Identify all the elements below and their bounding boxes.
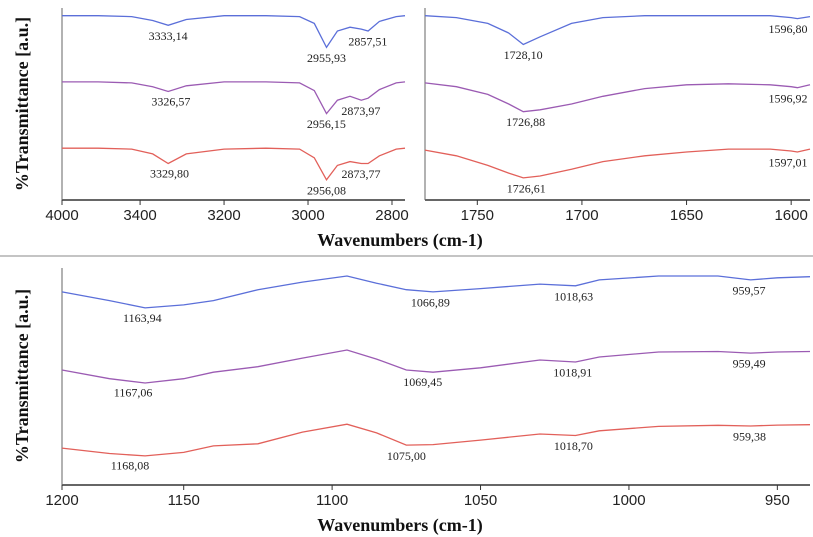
x-tick-label: 3400 <box>123 207 156 224</box>
peak-label: 2873,97 <box>341 104 380 118</box>
x-tick-label: 1000 <box>612 492 645 509</box>
peak-label: 1596,80 <box>769 22 808 36</box>
peak-label: 3333,14 <box>149 29 188 43</box>
peak-label: 2857,51 <box>348 35 387 49</box>
peak-label: 1167,06 <box>114 385 153 399</box>
x-tick-label: 1100 <box>316 492 348 509</box>
spectrum-line <box>62 15 406 49</box>
peak-label: 1163,94 <box>123 311 162 325</box>
spectrum-line <box>61 423 811 457</box>
x-tick-label: 2800 <box>375 207 408 224</box>
peak-label: 1018,63 <box>554 289 593 303</box>
x-tick-label: 1650 <box>670 207 703 224</box>
x-tick-label: 1750 <box>461 207 494 224</box>
peak-label: 2873,77 <box>342 167 381 181</box>
x-tick-label: 3200 <box>207 207 240 224</box>
peak-label: 1018,70 <box>554 439 593 453</box>
peak-label: 959,49 <box>733 357 766 371</box>
x-axis-label: Wavenumbers (cm-1) <box>317 515 482 536</box>
spectrum-line <box>62 147 406 181</box>
peak-label: 2956,08 <box>307 184 346 198</box>
x-tick-label: 4000 <box>45 207 78 224</box>
peak-label: 2955,93 <box>307 51 346 65</box>
x-tick-label: 1700 <box>565 207 598 224</box>
spectrum-line <box>61 349 811 384</box>
peak-label: 1018,91 <box>553 366 592 380</box>
y-axis-label: %Transmittance [a.u.] <box>12 289 32 463</box>
peak-label: 1726,88 <box>506 115 545 129</box>
peak-label: 3329,80 <box>150 167 189 181</box>
peak-label: 1597,01 <box>769 156 808 170</box>
peak-label: 1069,45 <box>403 375 442 389</box>
y-axis-label: %Transmittance [a.u.] <box>12 17 32 191</box>
x-tick-label: 3000 <box>291 207 324 224</box>
peak-label: 959,57 <box>732 283 765 297</box>
x-tick-label: 1200 <box>45 492 78 509</box>
spectrum-line <box>424 148 811 179</box>
spectrum-line <box>424 82 811 113</box>
peak-label: 3326,57 <box>151 94 190 108</box>
x-tick-label: 1600 <box>774 207 807 224</box>
peak-label: 1728,10 <box>504 48 543 62</box>
peak-label: 1066,89 <box>411 295 450 309</box>
spectrum-line <box>61 275 811 309</box>
x-tick-label: 1150 <box>168 492 200 509</box>
peak-label: 1075,00 <box>387 449 426 463</box>
spectrum-line <box>424 15 811 46</box>
peak-label: 2956,15 <box>307 117 346 131</box>
x-tick-label: 1050 <box>464 492 497 509</box>
peak-label: 959,38 <box>733 430 766 444</box>
peak-label: 1726,61 <box>507 181 546 195</box>
x-axis-label: Wavenumbers (cm-1) <box>317 230 482 251</box>
peak-label: 1168,08 <box>111 459 150 473</box>
spectrum-line <box>62 81 406 115</box>
x-tick-label: 950 <box>765 492 790 509</box>
peak-label: 1596,92 <box>769 91 808 105</box>
